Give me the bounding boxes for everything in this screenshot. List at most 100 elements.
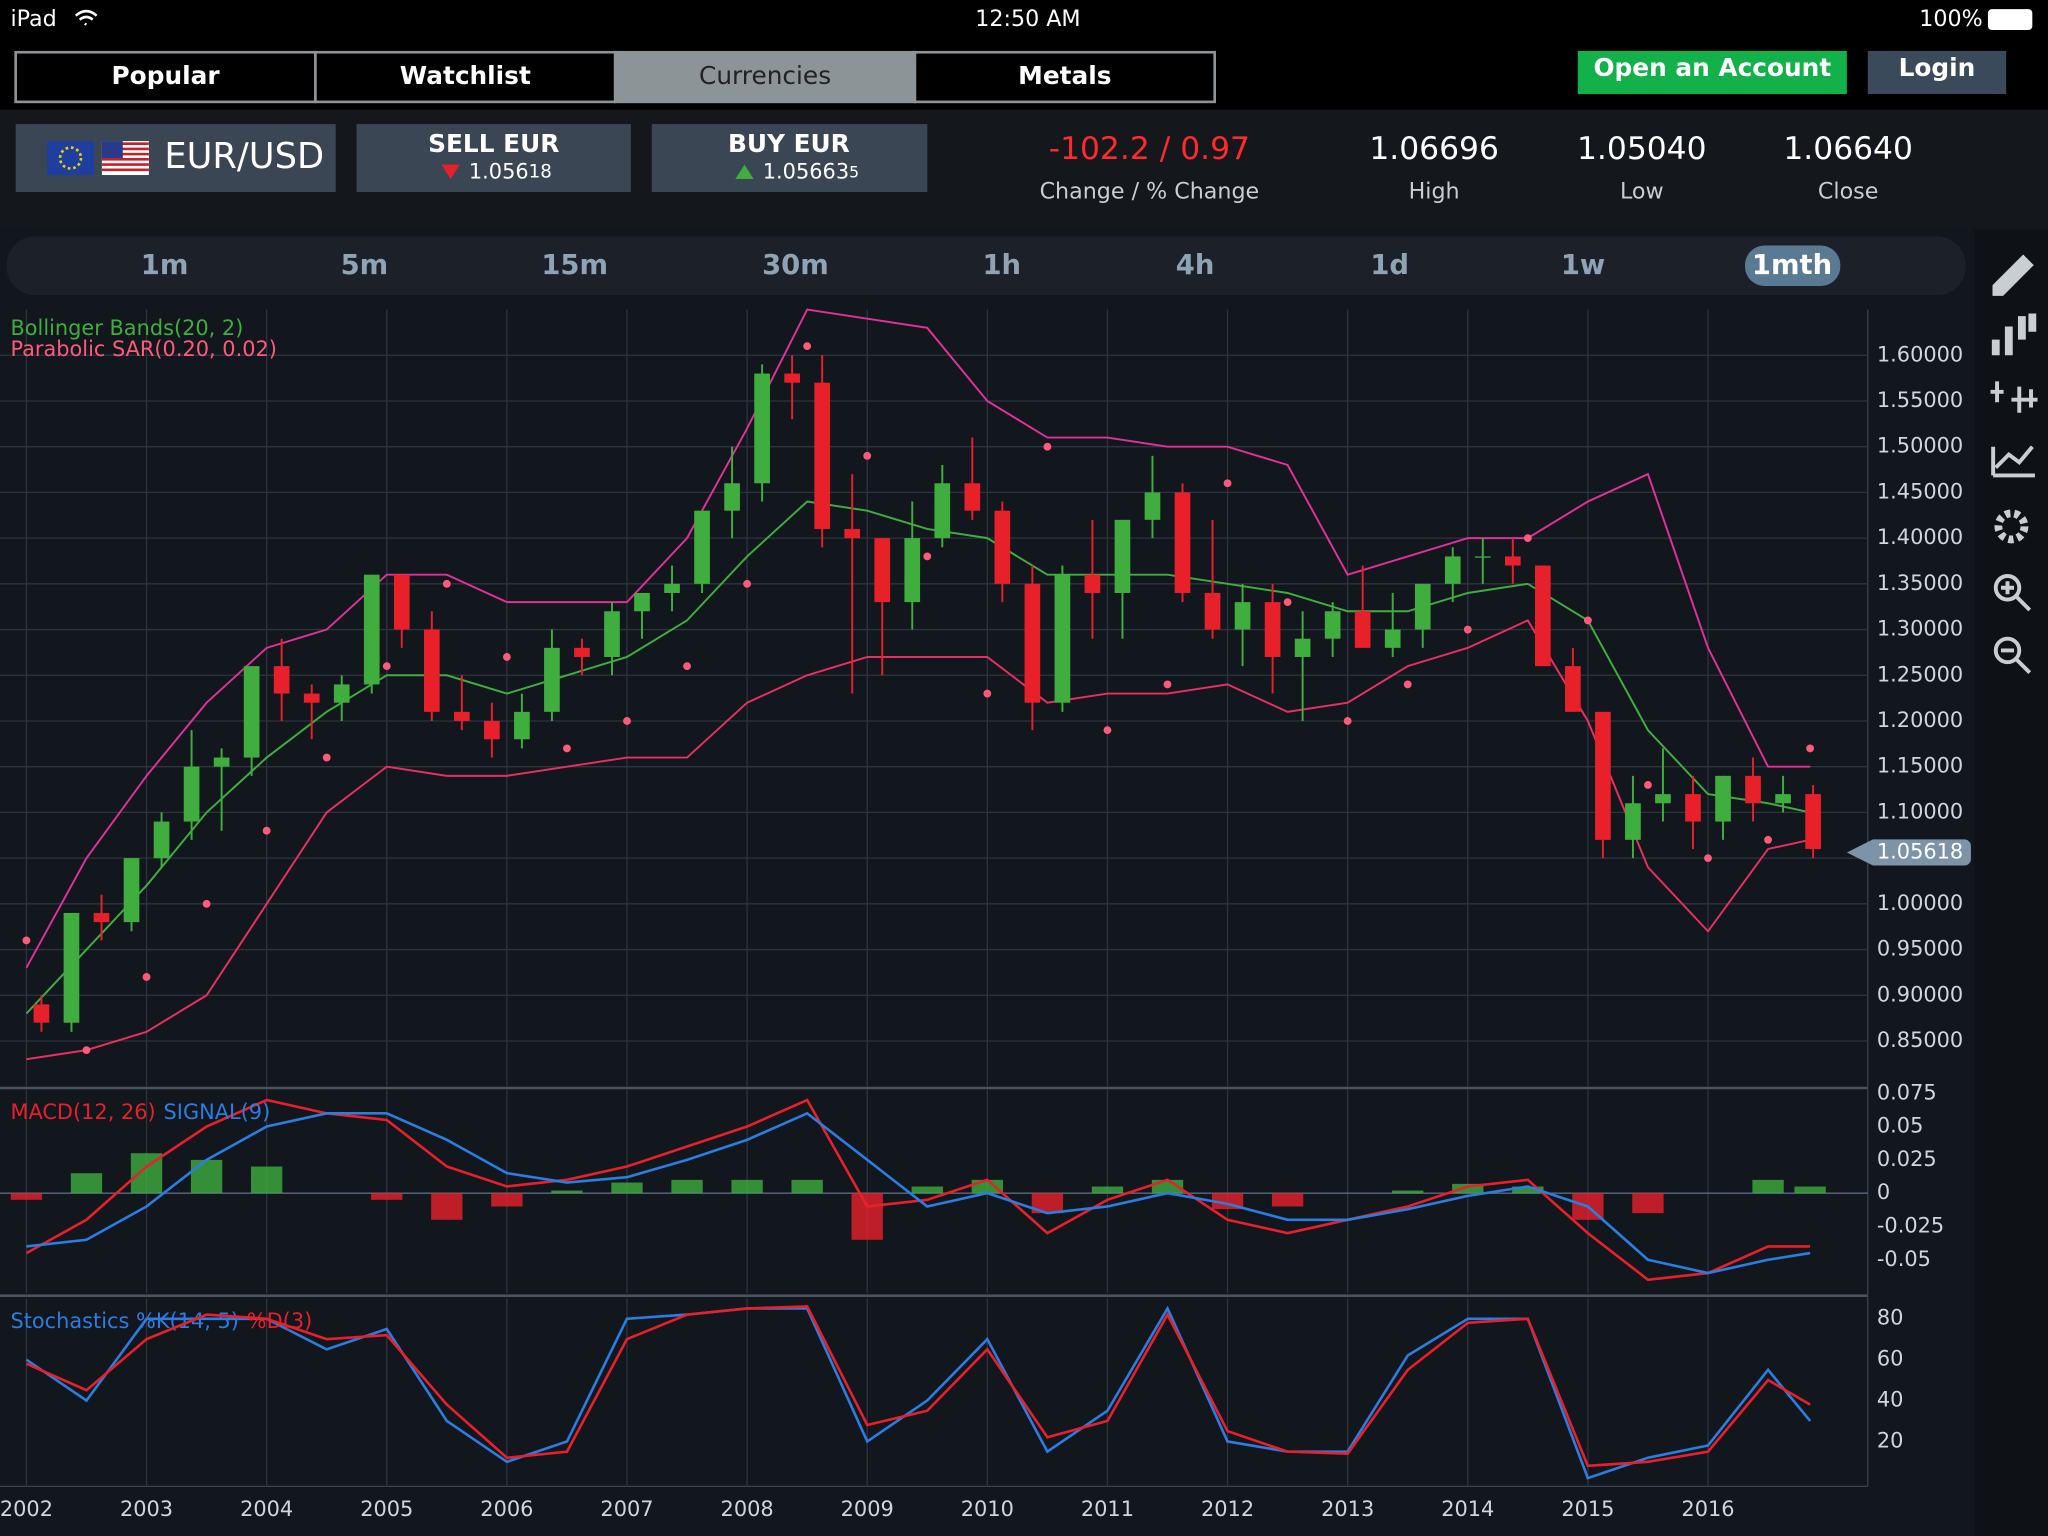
x-tick-label: 2004 xyxy=(240,1497,293,1521)
login-label[interactable]: Login xyxy=(1899,53,1976,82)
timeframe[interactable]: 4h xyxy=(1176,250,1215,281)
tab-label[interactable]: Watchlist xyxy=(400,61,531,90)
candle-body xyxy=(33,1004,50,1023)
timeframe[interactable]: 1m xyxy=(141,250,189,281)
candles-tool[interactable] xyxy=(1991,313,2037,356)
candle-body xyxy=(1324,611,1341,639)
candle-body xyxy=(514,711,530,740)
candle-body xyxy=(724,483,740,511)
bollinger-lower xyxy=(26,619,1811,1061)
timeframe[interactable]: 30m xyxy=(762,250,829,281)
timeframe[interactable]: 15m xyxy=(541,250,608,281)
sell-price[interactable]: 1.05618 xyxy=(469,159,552,183)
candle-body xyxy=(1745,775,1761,804)
settings-tool[interactable] xyxy=(1994,509,2029,544)
candle-body xyxy=(1354,611,1371,648)
tab[interactable] xyxy=(314,50,617,104)
bollinger-middle xyxy=(25,500,1811,1015)
candle-body xyxy=(1565,666,1581,712)
timeframe[interactable]: 1w xyxy=(1561,250,1605,281)
candle-body xyxy=(784,373,800,383)
y-tick-label: 1.45000 xyxy=(1877,479,1963,503)
sar-dot xyxy=(322,753,331,762)
indicator-line xyxy=(25,1305,1811,1468)
candle-body xyxy=(273,666,290,694)
candle-body xyxy=(393,574,410,630)
sar-dot xyxy=(1043,442,1052,451)
zoom-in-tool[interactable] xyxy=(1993,574,2022,602)
timeframe[interactable]: 1mth xyxy=(1752,250,1832,281)
candle-body xyxy=(1174,492,1191,593)
candle-body xyxy=(453,711,470,721)
candle-body xyxy=(664,583,680,593)
tab-label[interactable]: Metals xyxy=(1018,61,1111,90)
candle-body xyxy=(183,766,200,822)
pair-name: EUR/USD xyxy=(164,136,324,177)
zoom-out-tool[interactable] xyxy=(1993,636,2022,665)
candle-body xyxy=(934,483,951,539)
histogram-bar xyxy=(791,1179,823,1194)
buy-button[interactable] xyxy=(651,124,928,192)
y-tick-label: -0.05 xyxy=(1877,1247,1931,1271)
sar-dot xyxy=(202,899,211,908)
candle-body xyxy=(1775,794,1791,804)
candle-body xyxy=(964,483,981,511)
open-account-label[interactable]: Open an Account xyxy=(1593,53,1831,82)
battery-icon xyxy=(1987,9,2033,31)
sar-dot xyxy=(1403,680,1412,689)
candle-body xyxy=(153,821,170,859)
x-tick-label: 2007 xyxy=(600,1497,653,1521)
y-tick-label: 0.025 xyxy=(1877,1147,1937,1171)
histogram-bar xyxy=(1452,1183,1484,1194)
candle-body xyxy=(1685,794,1701,822)
draw-tool[interactable] xyxy=(1992,254,2034,296)
sell-button[interactable] xyxy=(356,124,631,192)
candle-body xyxy=(333,684,350,703)
x-tick-label: 2008 xyxy=(721,1497,774,1521)
candle-body xyxy=(93,912,110,923)
x-tick-label: 2016 xyxy=(1681,1497,1734,1521)
sar-dot xyxy=(923,552,932,561)
sell-label[interactable]: SELL EUR xyxy=(428,129,559,158)
active-timeframe xyxy=(1744,245,1841,287)
sar-dot xyxy=(803,342,812,351)
timeframe[interactable]: 1h xyxy=(982,250,1021,281)
sell-price-main: 1.056 xyxy=(469,159,529,183)
y-tick-label: 60 xyxy=(1877,1347,1904,1371)
candle-body xyxy=(544,647,560,712)
low-label: Low xyxy=(1620,179,1664,205)
candle-body xyxy=(1625,803,1641,840)
y-tick-label: 0.90000 xyxy=(1877,982,1963,1006)
tab[interactable] xyxy=(14,50,317,104)
open-account-button[interactable] xyxy=(1577,50,1847,95)
x-tick-label: 2002 xyxy=(0,1497,53,1521)
sar-dot xyxy=(382,662,391,671)
buy-label[interactable]: BUY EUR xyxy=(728,129,850,158)
histogram-bar xyxy=(70,1173,103,1194)
candle-body xyxy=(694,510,710,584)
eu-stars xyxy=(58,146,83,170)
tab-label[interactable]: Currencies xyxy=(699,61,831,90)
buy-price[interactable]: 1.056635 xyxy=(763,159,859,183)
sar-dot xyxy=(1644,781,1652,789)
line-tool[interactable] xyxy=(1991,445,2035,478)
battery-level: 100% xyxy=(1919,6,1982,32)
bars-tool[interactable] xyxy=(1990,381,2038,413)
candle-body xyxy=(634,592,650,612)
candle-body xyxy=(814,382,831,529)
sar-dot xyxy=(142,973,151,981)
histogram-bar xyxy=(491,1193,523,1207)
login-button[interactable] xyxy=(1867,50,2007,95)
tab-label[interactable]: Popular xyxy=(112,61,221,90)
tab[interactable] xyxy=(613,50,917,104)
candle-body xyxy=(1144,492,1161,520)
sar-dot xyxy=(563,744,571,753)
sar-dot xyxy=(983,689,992,698)
legend-entry: Bollinger Bands(20, 2) xyxy=(10,316,243,340)
timeframe[interactable]: 1d xyxy=(1370,250,1409,281)
x-tick-label: 2005 xyxy=(360,1497,413,1521)
timeframe[interactable]: 5m xyxy=(341,250,389,281)
sar-dot xyxy=(863,451,872,460)
tab[interactable] xyxy=(913,50,1216,104)
